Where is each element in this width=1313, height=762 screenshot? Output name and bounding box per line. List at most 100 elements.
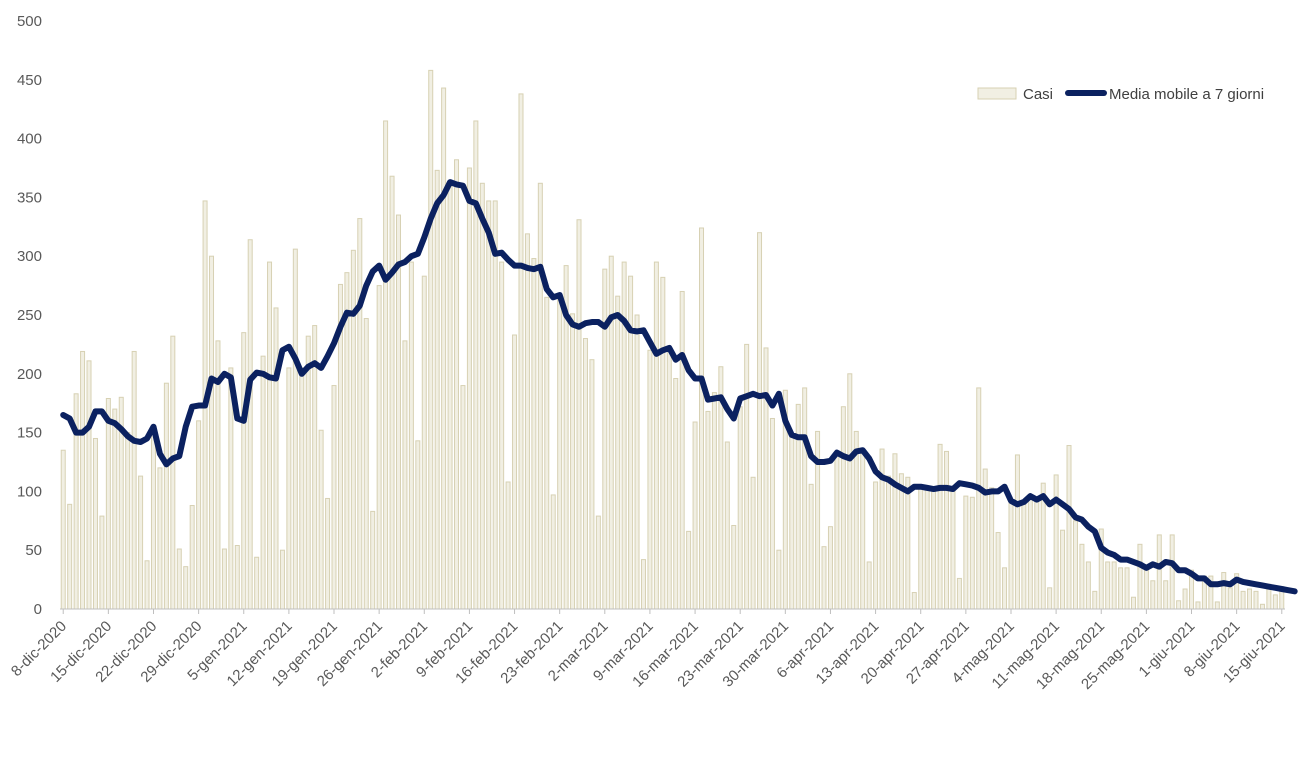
bar-casi [808,483,814,610]
bar-casi [924,487,930,610]
bar-casi [524,233,530,610]
bar-casi [99,515,105,610]
bar-casi [209,255,215,610]
bar-casi [479,182,485,610]
bar-casi [1214,601,1220,610]
bar-casi [299,367,305,610]
bar-casi [731,525,737,610]
bar-casi [460,385,466,610]
bar-casi [466,167,472,610]
bar-casi [544,296,550,610]
bar-casi [647,349,653,610]
bar-casi [318,429,324,610]
bar-casi [737,406,743,610]
bar-casi [937,443,943,610]
bar-casi [1008,502,1014,610]
bar-casi [570,313,576,610]
bar-casi [383,120,389,610]
bar-casi [686,530,692,610]
bar-casi [234,545,240,610]
bar-casi [995,532,1001,610]
bar-casi [241,332,247,610]
bar-casi [776,549,782,610]
bar-casi [434,169,440,610]
bar-casi [724,441,730,610]
bar-casi [834,455,840,610]
bar-casi [454,159,460,610]
bar-casi [1137,543,1143,610]
bar-casi [1034,499,1040,610]
y-axis: 0 50 100 150 200 250 300 350 400 450 500 [17,13,42,618]
bar-casi [905,476,911,610]
legend-label-casi: Casi [1023,86,1053,103]
bar-casi [853,430,859,610]
bar-casi [1111,561,1117,610]
bar-casi [608,255,614,610]
bar-casi [86,360,92,610]
bar-casi [189,505,195,610]
bar-casi [847,373,853,610]
bar-casi [357,218,363,610]
bar-casi [370,510,376,610]
bar-casi [757,232,763,610]
bar-casi [1118,567,1124,610]
bar-casi [1195,601,1201,610]
bar-casi [389,175,395,610]
bar-casi [589,359,595,610]
bar-casi [428,69,434,610]
bar-casi [363,318,369,610]
bar-casi [699,227,705,610]
bar-casi [170,335,176,610]
bar-casi [486,200,492,610]
bar-casi [67,503,73,610]
bar-casi [331,385,337,610]
bar-casi [744,343,750,610]
bar-casi [840,406,846,610]
bar-casi [557,294,563,610]
bar-casi [582,338,588,610]
bar-casi [221,548,227,610]
bar-casi [1072,520,1078,610]
bar-casi [176,548,182,610]
bar-casi [1227,587,1233,610]
bar-casi [673,378,679,610]
bar-casi [1259,603,1265,610]
bar-casi [376,285,382,610]
bar-casi [325,497,331,610]
y-tick-label: 0 [34,601,42,618]
bar-casi [1163,580,1169,610]
bar-casi [873,481,879,610]
bar-casi [492,200,498,610]
bar-casi [1221,572,1227,610]
bar-casi [576,219,582,610]
bar-casi [512,334,518,610]
bar-casi [292,248,298,610]
bar-casi [421,275,427,610]
bar-casi [705,410,711,610]
bar-casi [286,367,292,610]
bar-casi [918,486,924,610]
bar-casi [1027,496,1033,610]
bars-casi [60,69,1285,610]
bar-casi [125,432,131,610]
bar-casi [267,261,273,610]
bar-casi [1053,474,1059,610]
line-media-mobile [60,179,1298,595]
y-tick-label: 50 [25,542,42,559]
bar-casi [1143,567,1149,610]
bar-casi [279,549,285,610]
bar-casi [750,476,756,610]
bar-casi [408,261,414,610]
bar-casi [885,475,891,610]
bar-casi [866,561,872,610]
bar-casi [640,559,646,610]
y-tick-label: 250 [17,307,42,324]
y-tick-label: 500 [17,13,42,30]
bar-casi [956,577,962,610]
bar-casi [969,496,975,610]
bar-casi [789,434,795,610]
bar-casi [769,417,775,610]
bar-casi [1169,534,1175,610]
bar-casi [344,272,350,610]
y-tick-label: 300 [17,248,42,265]
